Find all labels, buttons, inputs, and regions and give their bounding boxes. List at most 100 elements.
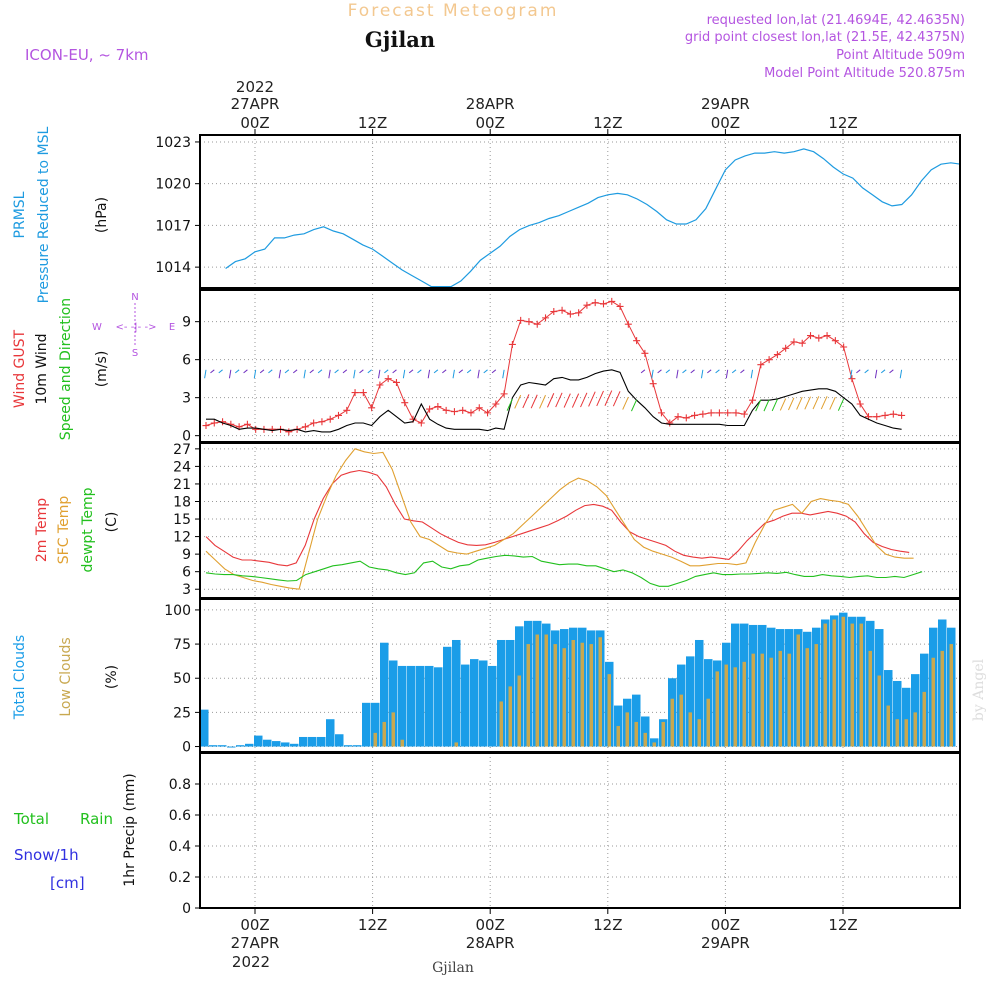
wind-direction-arrow — [342, 369, 348, 374]
wind-direction-arrow — [804, 396, 811, 410]
wind-gust-marker — [401, 399, 409, 407]
wind-direction-arrow — [715, 369, 720, 374]
wind-speed-direction-label: Speed and Direction — [58, 298, 74, 440]
snow-unit-label: [cm] — [50, 874, 85, 892]
wind-tick-label: 0 — [182, 429, 191, 445]
low-cloud-bar — [679, 694, 683, 747]
footer-location: Gjilan — [432, 960, 474, 976]
total-cloud-bar — [632, 694, 641, 747]
wind-gust-marker — [434, 403, 442, 411]
low-cloud-bar — [643, 732, 647, 747]
low-cloud-bar — [859, 623, 863, 747]
bottom-hour-label: 00Z — [240, 916, 269, 934]
wind-gust-marker — [641, 349, 649, 357]
wind-gust-marker — [500, 390, 508, 398]
wind-direction-arrow — [259, 369, 265, 374]
temp-tick-label: 18 — [173, 494, 191, 510]
total-cloud-bar — [254, 735, 263, 747]
wind-gust-marker — [666, 419, 674, 427]
panels: 1014101710201023036936912151821242702550… — [155, 134, 961, 917]
wind-gust-marker — [542, 314, 550, 322]
wind-direction-arrow — [740, 369, 745, 374]
low-cloud-bar — [724, 664, 728, 747]
wind-direction-arrow — [502, 369, 505, 379]
wind-direction-arrow — [700, 369, 704, 379]
total-cloud-bar — [452, 639, 461, 747]
precip-tick-label: 0.4 — [169, 839, 191, 855]
total-cloud-bar — [200, 709, 209, 747]
wind-gust-marker — [757, 361, 765, 369]
total-cloud-bar — [902, 687, 911, 747]
wind-gust-marker — [351, 389, 359, 397]
snow-label: Snow/1h — [14, 846, 79, 864]
wind-gust-marker — [889, 410, 897, 418]
low-cloud-bar — [661, 721, 665, 747]
temp-tick-label: 15 — [173, 512, 191, 528]
wind-direction-arrow — [604, 390, 613, 406]
low-cloud-bar — [904, 719, 908, 747]
wind-direction-arrow — [856, 369, 861, 374]
temp-tick-label: 12 — [173, 530, 191, 546]
wind-direction-arrow — [880, 369, 886, 374]
low-cloud-bar — [868, 650, 872, 747]
low-cloud-bar — [571, 639, 575, 747]
low-cloud-bar — [751, 653, 755, 747]
wind-direction-arrow — [812, 396, 820, 410]
wind-gust-marker — [525, 318, 533, 326]
wind-direction-arrow — [268, 369, 273, 374]
wind-tick-label: 3 — [182, 391, 191, 407]
header: Forecast Meteogram Gjilan ICON-EU, ~ 7km… — [25, 1, 965, 81]
wind-direction-arrow — [555, 392, 563, 408]
wind-gust-marker — [376, 381, 384, 389]
wind-direction-arrow — [328, 369, 331, 379]
wind-gust-marker — [202, 422, 210, 430]
temp-dewpt-label: dewpt Temp — [80, 487, 96, 572]
wind-gust-marker — [475, 404, 483, 412]
wind-direction-arrow — [547, 393, 555, 408]
low-cloud-bar — [922, 691, 926, 747]
wind-gust-marker — [417, 419, 425, 427]
precip-tick-label: 0.6 — [169, 808, 191, 824]
wind-gust-marker — [823, 332, 831, 340]
cloud-tick-label: 0 — [182, 740, 191, 756]
wind-gust-marker — [326, 415, 334, 423]
total-cloud-bar — [893, 680, 902, 747]
total-cloud-bar — [281, 742, 290, 747]
top-hour-label: 00Z — [476, 114, 505, 132]
cloud-tick-label: 100 — [164, 603, 191, 619]
low-cloud-bar — [706, 698, 710, 747]
total-cloud-bar — [686, 656, 695, 747]
wind-direction-arrow — [874, 369, 878, 379]
panel-labels: PRMSL Pressure Reduced to MSL (hPa) Wind… — [12, 126, 175, 892]
low-cloud-bar — [823, 623, 827, 747]
total-cloud-bar — [389, 660, 398, 747]
wind-direction-arrow — [563, 393, 571, 408]
wind-direction-arrow — [228, 369, 232, 379]
wind-direction-arrow — [466, 369, 472, 374]
low-clouds-label: Low Clouds — [58, 637, 74, 716]
wind-gust-marker — [724, 409, 732, 417]
total-clouds-label: Total Clouds — [12, 635, 28, 720]
wind-direction-arrow — [218, 369, 223, 374]
low-cloud-bar — [805, 648, 809, 747]
wind-direction-arrow — [657, 369, 662, 374]
wind-gust-marker — [881, 411, 889, 419]
percent-unit-label: (%) — [104, 665, 120, 689]
wind-direction-arrow — [278, 369, 282, 379]
wind-gust-marker — [616, 302, 624, 310]
wind-gust-marker — [566, 310, 574, 318]
wind-direction-arrow — [899, 369, 903, 379]
low-cloud-bar — [715, 671, 719, 747]
low-cloud-bar — [742, 661, 746, 747]
wind-gust-marker — [467, 409, 475, 417]
wind-gust-marker — [492, 400, 500, 408]
low-cloud-bar — [373, 732, 377, 747]
low-cloud-bar — [544, 634, 548, 747]
wind-direction-arrow — [725, 369, 729, 379]
wind-gust-marker — [301, 423, 309, 431]
low-cloud-bar — [652, 742, 656, 747]
wind-direction-arrow — [309, 369, 314, 374]
top-date-label: 29APR — [701, 95, 750, 113]
total-cloud-bar — [695, 639, 704, 747]
temp-tick-label: 24 — [173, 459, 191, 475]
